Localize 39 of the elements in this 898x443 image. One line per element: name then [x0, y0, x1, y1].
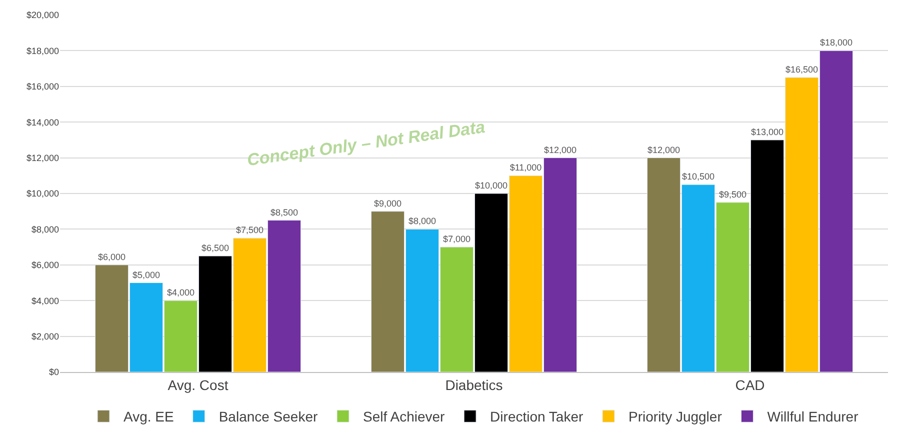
x-tick-label: Diabetics: [445, 376, 503, 393]
legend-label: Direction Taker: [490, 408, 584, 425]
y-tick-label: $16,000: [26, 82, 59, 92]
legend-label: Avg. EE: [124, 408, 174, 425]
y-tick-label: $8,000: [31, 224, 59, 234]
data-label: $8,000: [408, 216, 436, 226]
data-label: $6,000: [98, 252, 126, 262]
y-tick-label: $4,000: [31, 296, 59, 306]
x-tick-label: CAD: [735, 376, 765, 393]
data-label: $13,000: [750, 126, 784, 137]
data-label: $10,500: [682, 172, 715, 182]
data-label: $5,000: [132, 270, 160, 280]
data-label: $8,500: [270, 207, 298, 218]
x-tick-label: Avg. Cost: [168, 376, 228, 393]
legend-label: Self Achiever: [363, 408, 446, 425]
data-label: $12,000: [647, 144, 680, 155]
data-label: $7,000: [442, 234, 471, 244]
legend-label: Balance Seeker: [218, 408, 318, 425]
legend-label: Willful Endurer: [767, 408, 859, 425]
data-label: $9,500: [718, 189, 747, 200]
data-label: $9,000: [374, 198, 402, 208]
y-tick-label: $10,000: [26, 188, 59, 199]
y-tick-label: $0: [48, 367, 59, 378]
legend-label: Priority Juggler: [628, 408, 722, 425]
data-label: $12,000: [544, 144, 577, 155]
annotation: Concept Only – Not Real Data: [246, 117, 486, 170]
y-tick-label: $12,000: [26, 152, 59, 163]
y-tick-label: $2,000: [31, 331, 59, 342]
data-label: $10,000: [474, 180, 508, 190]
data-label: $7,500: [236, 225, 264, 236]
data-label: $18,000: [820, 38, 853, 48]
y-tick-label: $14,000: [26, 117, 59, 128]
data-label: $11,000: [510, 162, 542, 173]
data-label: $4,000: [166, 288, 195, 298]
y-tick-label: $18,000: [26, 46, 59, 56]
y-tick-label: $6,000: [31, 260, 59, 270]
data-label: $16,500: [785, 64, 818, 74]
data-label: $6,500: [201, 242, 230, 253]
y-tick-label: $20,000: [26, 10, 59, 20]
